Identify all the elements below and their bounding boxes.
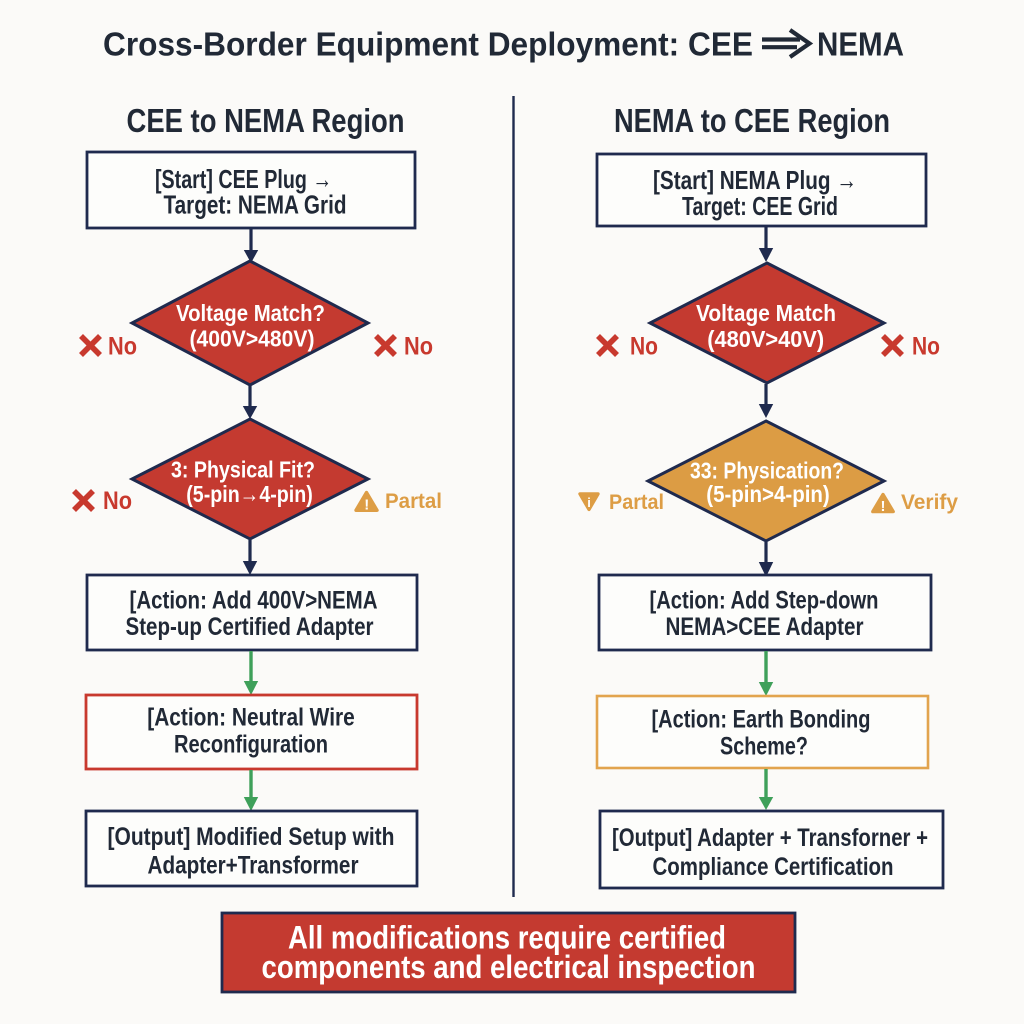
svg-text:Cross-Border Equipment Deploym: Cross-Border Equipment Deployment: CEE	[103, 26, 753, 63]
svg-text:Verify: Verify	[901, 491, 958, 514]
svg-text:33: Physication?: 33: Physication?	[690, 457, 844, 483]
svg-text:No: No	[108, 333, 137, 361]
svg-text:(480V>40V): (480V>40V)	[707, 326, 824, 352]
svg-text:!: !	[881, 498, 886, 515]
svg-text:[Output] Adapter + Transforner: [Output] Adapter + Transforner +	[612, 824, 928, 852]
svg-text:Scheme?: Scheme?	[720, 732, 808, 760]
svg-text:All modifications require cert: All modifications require certified	[288, 919, 726, 955]
svg-text:Target: CEE Grid: Target: CEE Grid	[682, 191, 838, 221]
svg-text:!: !	[364, 497, 369, 514]
svg-text:No: No	[404, 333, 433, 361]
svg-text:Partal: Partal	[385, 490, 442, 513]
svg-text:Voltage Match?: Voltage Match?	[176, 300, 325, 326]
svg-text:(400V>480V): (400V>480V)	[190, 326, 315, 352]
svg-text:[Output] Modified Setup with: [Output] Modified Setup with	[108, 823, 395, 851]
svg-text:[Action: Neutral Wire: [Action: Neutral Wire	[147, 704, 355, 732]
svg-text:Voltage Match: Voltage Match	[696, 300, 836, 326]
svg-text:Partal: Partal	[609, 491, 664, 514]
svg-text:No: No	[103, 487, 132, 515]
svg-text:No: No	[630, 333, 658, 361]
svg-text:Adapter+Transformer: Adapter+Transformer	[148, 852, 359, 880]
svg-text:3: Physical Fit?: 3: Physical Fit?	[171, 457, 315, 483]
svg-text:CEE to NEMA Region: CEE to NEMA Region	[127, 102, 405, 139]
svg-text:[Action: Add Step-down: [Action: Add Step-down	[650, 586, 879, 614]
svg-text:NEMA>CEE Adapter: NEMA>CEE Adapter	[666, 613, 864, 641]
svg-text:NEMA to CEE Region: NEMA to CEE Region	[614, 102, 890, 139]
svg-text:[Start] NEMA Plug →: [Start] NEMA Plug →	[653, 165, 857, 195]
svg-text:Reconfiguration: Reconfiguration	[174, 731, 328, 759]
svg-text:[Action: Add 400V>NEMA: [Action: Add 400V>NEMA	[130, 586, 378, 614]
svg-text:Step-up Certified Adapter: Step-up Certified Adapter	[126, 613, 374, 641]
svg-text:i: i	[587, 495, 591, 510]
svg-text:No: No	[912, 333, 940, 361]
svg-text:[Action: Earth Bonding: [Action: Earth Bonding	[652, 706, 871, 734]
svg-text:Compliance Certification: Compliance Certification	[653, 853, 894, 881]
svg-text:NEMA: NEMA	[817, 26, 904, 63]
svg-text:Target: NEMA Grid: Target: NEMA Grid	[164, 190, 347, 220]
svg-text:(5-pin→4-pin): (5-pin→4-pin)	[186, 481, 313, 507]
svg-text:(5-pin>4-pin): (5-pin>4-pin)	[706, 481, 830, 507]
svg-text:[Start] CEE Plug →: [Start] CEE Plug →	[155, 164, 332, 194]
svg-text:components and electrical insp: components and electrical inspection	[262, 949, 756, 985]
